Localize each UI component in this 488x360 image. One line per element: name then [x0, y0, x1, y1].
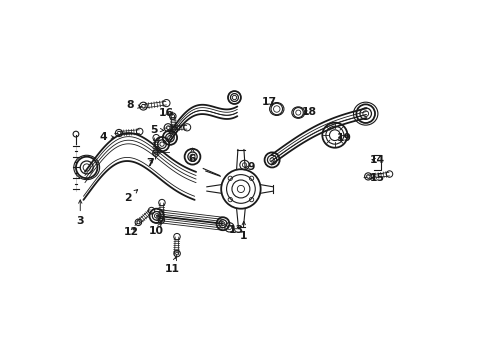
Text: 9: 9	[244, 162, 255, 172]
Text: 14: 14	[369, 155, 384, 165]
Text: 13: 13	[228, 225, 244, 235]
Text: 5: 5	[150, 125, 163, 135]
Text: 15: 15	[369, 173, 384, 183]
Text: 2: 2	[124, 190, 137, 203]
Text: 4: 4	[99, 132, 114, 142]
Text: 1: 1	[240, 221, 247, 240]
Text: 11: 11	[164, 257, 179, 274]
Text: 10: 10	[149, 223, 164, 236]
Text: 3: 3	[76, 200, 84, 226]
Text: 19: 19	[336, 133, 351, 143]
Text: 6: 6	[188, 148, 196, 164]
Text: 16: 16	[159, 108, 174, 118]
Text: 17: 17	[262, 97, 277, 107]
Text: 12: 12	[124, 227, 139, 237]
Text: 18: 18	[301, 107, 316, 117]
Text: 8: 8	[126, 100, 141, 110]
Text: 7: 7	[146, 158, 154, 168]
